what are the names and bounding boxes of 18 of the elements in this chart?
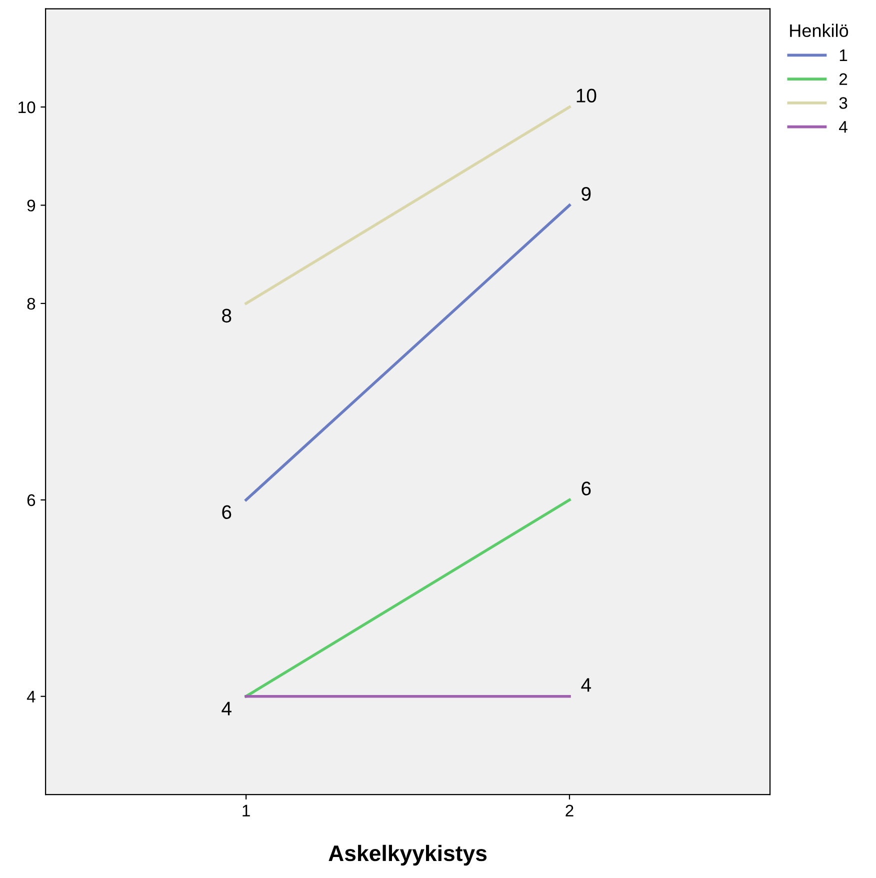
legend-title: Henkilö xyxy=(790,24,848,38)
data-label: 9 xyxy=(582,186,591,201)
legend-label: 3 xyxy=(839,97,848,109)
y-tick-label: 10 xyxy=(18,101,36,114)
data-label: 6 xyxy=(222,505,232,520)
data-label: 10 xyxy=(576,88,596,103)
legend-label: 1 xyxy=(840,50,848,62)
legend-label: 2 xyxy=(839,73,848,85)
y-tick-label: 8 xyxy=(27,298,36,310)
y-tick-label: 6 xyxy=(27,494,36,506)
data-label: 8 xyxy=(222,308,232,323)
x-axis-title: Askelkyykistys xyxy=(328,844,487,866)
data-label: 4 xyxy=(222,702,232,716)
data-label: 6 xyxy=(582,482,591,496)
y-tick-label: 4 xyxy=(26,690,36,702)
data-label: 4 xyxy=(581,678,591,692)
y-tick-label: 9 xyxy=(27,200,36,212)
legend-label: 4 xyxy=(839,121,848,133)
